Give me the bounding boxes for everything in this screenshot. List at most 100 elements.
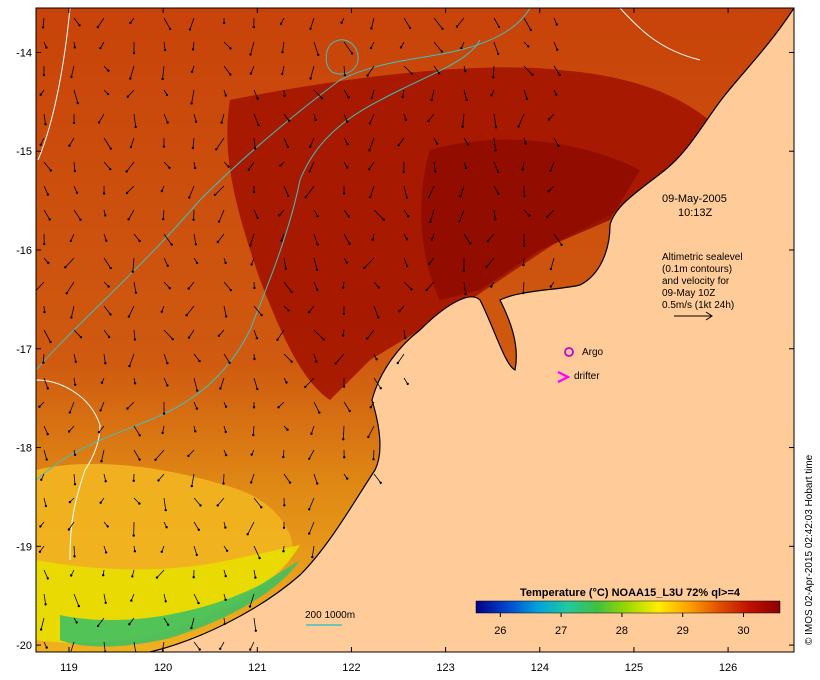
velocity-arrow-head <box>192 576 195 579</box>
velocity-arrow <box>369 113 375 124</box>
velocity-arrow-head <box>220 121 223 124</box>
velocity-arrow <box>249 593 255 607</box>
velocity-arrow <box>73 593 80 607</box>
velocity-arrow-head <box>195 407 199 410</box>
velocity-arrow <box>163 329 173 340</box>
velocity-arrow-head <box>193 166 197 170</box>
velocity-arrow-head <box>39 525 42 528</box>
velocity-arrow-head <box>129 77 132 80</box>
velocity-arrow <box>133 449 140 460</box>
velocity-arrow-head <box>107 69 110 73</box>
velocity-arrow-head <box>224 430 227 434</box>
velocity-arrow-head <box>406 382 409 386</box>
velocity-arrow-head <box>188 28 192 31</box>
isobath-contour <box>619 8 701 61</box>
velocity-arrow <box>366 329 375 339</box>
velocity-arrow-head <box>314 118 317 122</box>
velocity-arrow-head <box>107 285 110 288</box>
velocity-arrow-head <box>249 648 252 651</box>
velocity-arrow-head <box>247 168 251 171</box>
velocity-arrow <box>343 137 349 145</box>
velocity-arrow <box>373 305 379 318</box>
velocity-arrow-head <box>77 604 81 608</box>
velocity-arrow <box>547 209 555 217</box>
velocity-arrow-head <box>219 387 222 390</box>
velocity-arrow-head <box>126 95 129 98</box>
velocity-arrow-head <box>188 196 191 199</box>
velocity-arrow <box>223 281 232 291</box>
velocity-arrow <box>403 209 409 217</box>
altimetry-note-line5: 0.5m/s (1kt 24h) <box>662 300 734 311</box>
velocity-arrow-head <box>190 626 193 630</box>
velocity-arrow-head <box>308 170 311 173</box>
velocity-arrow-head <box>215 148 218 151</box>
velocity-arrow <box>133 233 140 242</box>
velocity-arrow-head <box>74 383 77 386</box>
velocity-arrow <box>163 281 171 289</box>
lon-tick-label: 126 <box>719 662 737 674</box>
velocity-arrow <box>373 209 385 220</box>
velocity-arrow-head <box>187 454 190 458</box>
velocity-arrow <box>253 209 259 219</box>
velocity-arrow-head <box>410 72 414 75</box>
velocity-arrow-head <box>104 480 107 483</box>
velocity-arrow-head <box>165 93 169 97</box>
velocity-arrow-head <box>170 243 173 246</box>
velocity-arrow <box>162 209 165 220</box>
velocity-arrow-head <box>348 409 351 413</box>
velocity-arrow <box>553 41 558 50</box>
velocity-arrow-head <box>286 145 290 148</box>
velocity-arrow-head <box>48 218 51 221</box>
velocity-arrow <box>283 113 290 121</box>
velocity-arrow <box>431 89 435 101</box>
velocity-arrow <box>308 497 315 510</box>
velocity-arrow <box>103 329 110 338</box>
velocity-arrow <box>73 209 81 220</box>
velocity-arrow <box>283 473 291 483</box>
velocity-arrow <box>127 401 135 409</box>
velocity-arrow <box>126 185 135 194</box>
velocity-arrow <box>188 329 195 338</box>
velocity-arrow-head <box>99 501 102 504</box>
velocity-arrow-head <box>252 433 255 437</box>
velocity-arrow-head <box>254 629 257 632</box>
velocity-arrow <box>192 41 195 50</box>
velocity-arrow-head <box>38 550 42 553</box>
velocity-arrow <box>101 449 105 462</box>
velocity-arrow-head <box>523 194 526 198</box>
velocity-arrow <box>522 161 525 170</box>
velocity-arrow-head <box>404 336 407 340</box>
velocity-arrow-head <box>68 500 72 504</box>
velocity-arrow <box>217 497 225 506</box>
velocity-arrow-head <box>73 483 77 486</box>
velocity-arrow <box>73 473 76 485</box>
velocity-arrow <box>371 17 375 29</box>
velocity-arrow <box>193 641 201 650</box>
velocity-arrow <box>97 617 105 627</box>
velocity-arrow <box>308 521 315 534</box>
velocity-arrow-head <box>318 411 321 414</box>
velocity-arrow <box>493 209 496 220</box>
velocity-arrows <box>36 17 563 652</box>
velocity-arrow-head <box>396 361 399 365</box>
velocity-arrow-head <box>371 238 374 241</box>
velocity-arrow-head <box>256 216 259 220</box>
velocity-arrow-head <box>73 46 77 49</box>
velocity-arrow-head <box>134 291 138 294</box>
velocity-arrow <box>223 473 225 484</box>
velocity-arrow-head <box>138 239 141 243</box>
velocity-arrow-head <box>379 481 382 484</box>
velocity-arrow-head <box>79 336 83 339</box>
velocity-arrow-head <box>109 313 112 316</box>
velocity-arrow-head <box>549 267 553 271</box>
colorbar-tick-label: 26 <box>494 625 506 637</box>
colorbar-tick-label: 29 <box>677 625 689 637</box>
velocity-arrow <box>133 113 137 127</box>
credit-text: © IMOS 02-Apr-2015 02:42:03 Hobart time <box>804 454 815 645</box>
velocity-arrow-head <box>428 262 431 265</box>
velocity-arrow <box>248 161 255 170</box>
velocity-arrow-head <box>346 166 349 169</box>
velocity-arrow-head <box>42 73 46 77</box>
velocity-arrow-head <box>517 125 520 128</box>
